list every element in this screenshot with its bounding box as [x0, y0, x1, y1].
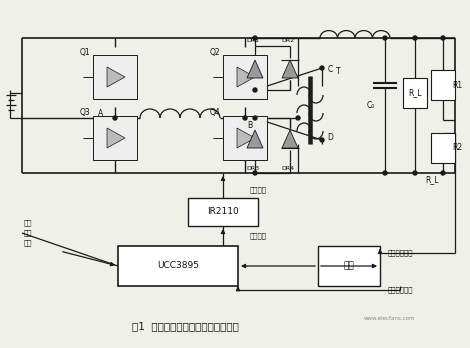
Text: Q4: Q4 [210, 109, 220, 118]
Bar [431, 70, 455, 100]
Bar [223, 116, 267, 160]
Text: Q3: Q3 [79, 109, 90, 118]
Bar [318, 246, 380, 286]
Text: B: B [247, 121, 252, 130]
Circle shape [253, 88, 257, 92]
Text: Q1: Q1 [80, 47, 90, 56]
Text: 保护: 保护 [24, 230, 32, 236]
Polygon shape [282, 60, 298, 78]
Bar [431, 133, 455, 163]
Text: 图1  移相式全桥电源控制器的设计图: 图1 移相式全桥电源控制器的设计图 [132, 321, 238, 331]
Bar [118, 246, 238, 286]
Text: 电压给定信号: 电压给定信号 [387, 287, 413, 293]
Bar [188, 198, 258, 226]
Polygon shape [237, 128, 255, 148]
Text: DR1: DR1 [246, 38, 259, 42]
Circle shape [320, 66, 324, 70]
Polygon shape [247, 60, 263, 78]
Circle shape [383, 36, 387, 40]
Circle shape [113, 116, 117, 120]
Circle shape [413, 36, 417, 40]
Text: DR2: DR2 [282, 38, 295, 42]
Text: R_L: R_L [408, 88, 422, 97]
Text: C: C [328, 65, 333, 74]
Bar [403, 78, 427, 108]
Text: Q2: Q2 [210, 47, 220, 56]
Bar [223, 55, 267, 99]
Text: DR4: DR4 [282, 166, 295, 171]
Circle shape [243, 116, 247, 120]
Text: C₀: C₀ [367, 102, 375, 111]
Text: R2: R2 [452, 143, 462, 152]
Text: 驱动信号: 驱动信号 [250, 187, 266, 193]
Polygon shape [247, 130, 263, 148]
Circle shape [296, 116, 300, 120]
Text: UCC3895: UCC3895 [157, 261, 199, 270]
Text: R_L: R_L [425, 175, 439, 184]
Text: DR3: DR3 [246, 166, 259, 171]
Polygon shape [282, 130, 298, 148]
Text: IR2110: IR2110 [207, 207, 239, 216]
Circle shape [253, 171, 257, 175]
Polygon shape [107, 67, 125, 87]
Text: 电压反馈信号: 电压反馈信号 [387, 250, 413, 256]
Polygon shape [107, 128, 125, 148]
Circle shape [383, 171, 387, 175]
Text: 光耦: 光耦 [344, 261, 354, 270]
Text: www.elecfans.com: www.elecfans.com [364, 316, 416, 321]
Bar [93, 55, 137, 99]
Text: 信号: 信号 [24, 240, 32, 246]
Circle shape [253, 36, 257, 40]
Circle shape [413, 171, 417, 175]
Circle shape [441, 36, 445, 40]
Text: R1: R1 [452, 80, 462, 89]
Text: D: D [327, 134, 333, 142]
Text: 过流: 过流 [24, 220, 32, 226]
Text: A: A [98, 109, 103, 118]
Circle shape [320, 138, 324, 142]
Bar [93, 116, 137, 160]
Text: 移相信号: 移相信号 [250, 233, 266, 239]
Polygon shape [237, 67, 255, 87]
Circle shape [441, 171, 445, 175]
Text: T: T [336, 66, 340, 76]
Circle shape [253, 116, 257, 120]
